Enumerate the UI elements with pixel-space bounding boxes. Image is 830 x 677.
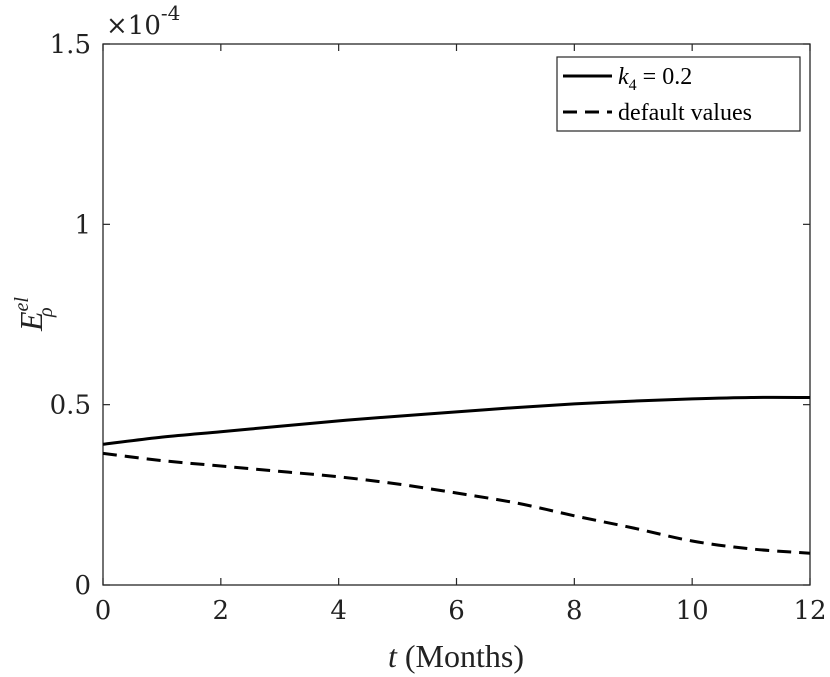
x-axis-label: t (Months)	[388, 638, 524, 674]
x-axis-label-unit: (Months)	[405, 638, 524, 674]
legend-box	[556, 56, 801, 132]
legend-entry-2: default values	[618, 100, 752, 126]
y-axis-label-main: E	[13, 311, 49, 332]
legend-entry-1-sub: 4	[629, 77, 637, 94]
x-tick-label: 2	[213, 596, 230, 626]
x-tick-label: 6	[448, 596, 465, 626]
x-axis-ticks: 0 2 4 6 8 10 12	[95, 44, 827, 626]
x-tick-label: 12	[793, 596, 826, 626]
x-tick-label: 10	[676, 596, 709, 626]
y-tick-label: 0.5	[50, 391, 91, 421]
plot-area-frame	[102, 43, 811, 586]
y-exponent-label: ×10-4	[106, 1, 180, 41]
legend-entry-1: k4 = 0.2	[618, 64, 692, 94]
x-axis-label-var: t	[388, 638, 398, 674]
y-exponent-power: -4	[161, 1, 180, 25]
y-axis-label: Eelρ	[11, 297, 57, 332]
series-layer	[102, 395, 811, 555]
series-line-default-values	[102, 451, 811, 555]
x-tick-label: 8	[566, 596, 583, 626]
y-exponent-base: ×10	[106, 11, 161, 41]
legend-entry-1-rest: = 0.2	[637, 64, 693, 90]
legend: k4 = 0.2 default values	[556, 56, 801, 132]
x-tick-label: 0	[95, 596, 112, 626]
legend-entry-1-var: k	[618, 64, 629, 90]
y-tick-label: 1.5	[50, 30, 91, 60]
y-axis-label-sub: ρ	[35, 307, 57, 318]
x-tick-label: 4	[330, 596, 347, 626]
y-tick-label: 1	[74, 210, 91, 240]
y-axis-ticks: 0 0.5 1 1.5	[50, 30, 810, 601]
series-line-k4	[102, 395, 811, 446]
y-tick-label: 0	[74, 571, 91, 601]
y-axis-label-sup: el	[11, 297, 33, 312]
